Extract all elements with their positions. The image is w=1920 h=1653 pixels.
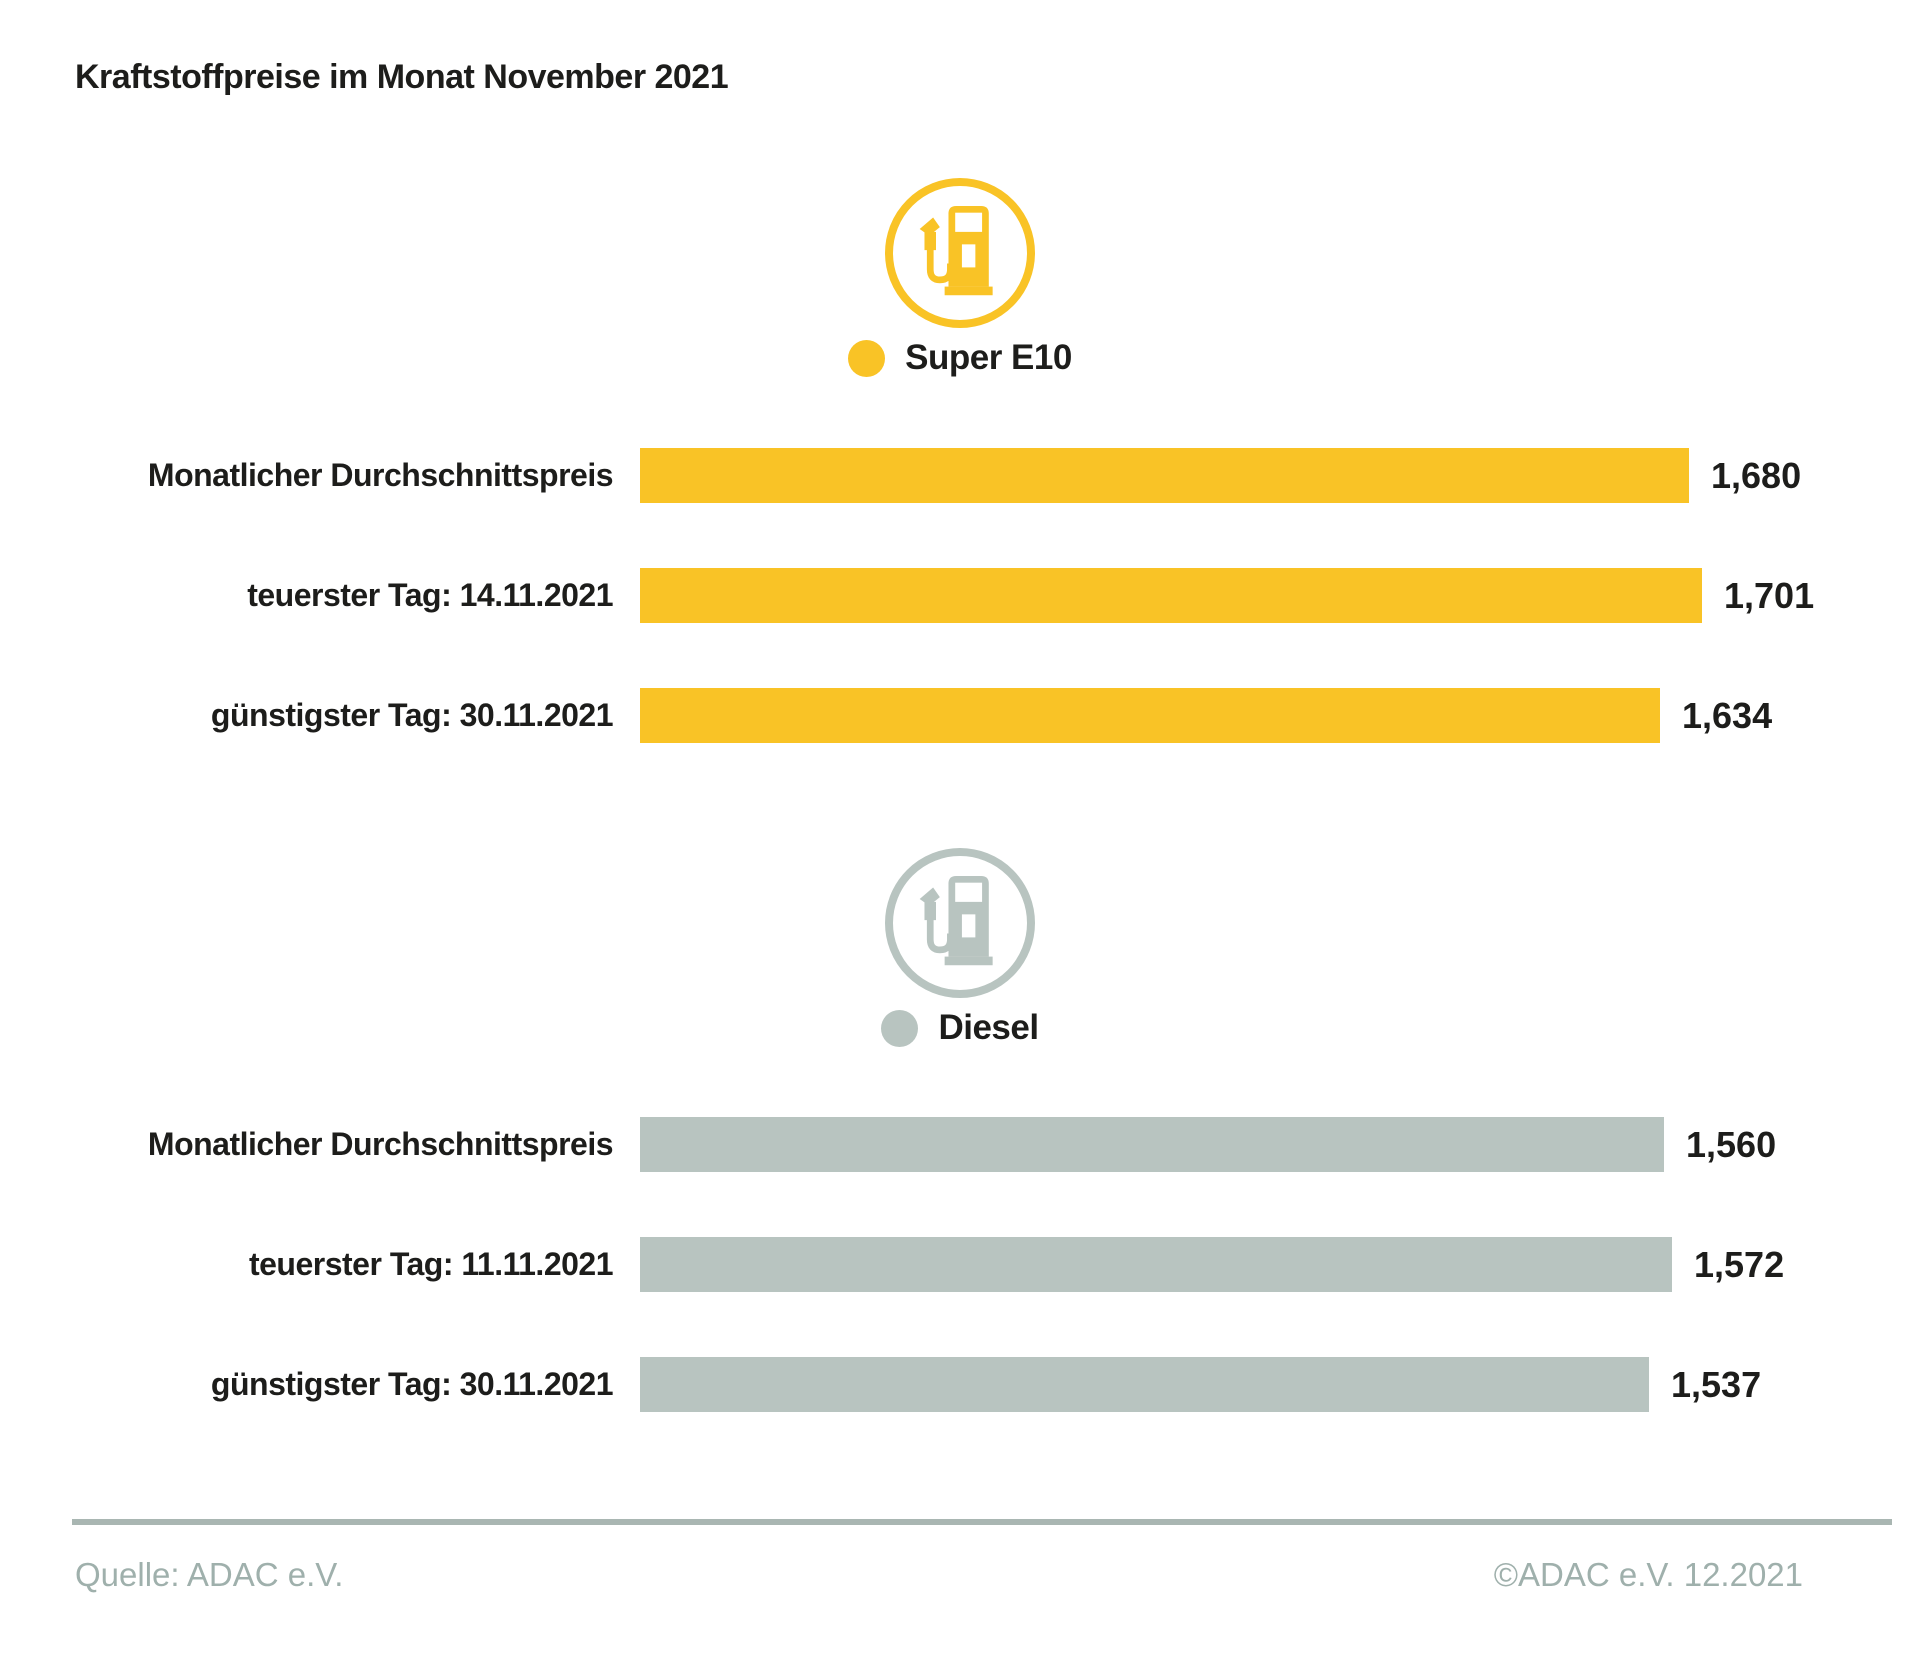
bar xyxy=(640,1117,1664,1172)
diesel-header: Diesel xyxy=(0,848,1920,1048)
bar xyxy=(640,1237,1672,1292)
bar-category-label: teuerster Tag: 14.11.2021 xyxy=(247,577,613,613)
legend: Super E10 xyxy=(848,338,1072,378)
source-note: Quelle: ADAC e.V. xyxy=(75,1556,344,1593)
bar-row: Monatlicher Durchschnittspreis 1,680 xyxy=(75,448,1920,503)
super-e10-header: Super E10 xyxy=(0,178,1920,378)
copyright-note: ©ADAC e.V. 12.2021 xyxy=(1493,1556,1803,1593)
footer-divider xyxy=(72,1519,1892,1525)
diesel-bars: Monatlicher Durchschnittspreis 1,560 teuer… xyxy=(75,1117,1920,1477)
fuel-pump-icon xyxy=(919,875,993,966)
bar-category-label: günstigster Tag: 30.11.2021 xyxy=(210,1366,614,1402)
fuel-pump-icon xyxy=(885,178,1035,328)
legend-label: Super E10 xyxy=(905,338,1072,377)
page-title: Kraftstoffpreise im Monat November 2021 xyxy=(75,58,729,96)
bar-value-label: 1,701 xyxy=(1724,574,1815,616)
bar-value-label: 1,680 xyxy=(1711,454,1802,496)
bar-value-label: 1,560 xyxy=(1686,1123,1777,1165)
bar-row: günstigster Tag: 30.11.2021 1,537 xyxy=(75,1357,1920,1412)
bar-value-label: 1,634 xyxy=(1682,694,1773,736)
bar-row: teuerster Tag: 14.11.2021 1,701 xyxy=(75,568,1920,623)
bar xyxy=(640,688,1660,743)
bar xyxy=(640,1357,1649,1412)
bar-row: günstigster Tag: 30.11.2021 1,634 xyxy=(75,688,1920,743)
super-e10-bars: Monatlicher Durchschnittspreis 1,680 teuer… xyxy=(75,448,1920,808)
bar-category-label: teuerster Tag: 11.11.2021 xyxy=(248,1246,614,1282)
bar-category-label: Monatlicher Durchschnittspreis xyxy=(147,457,614,493)
bar xyxy=(640,448,1689,503)
bar-row: teuerster Tag: 11.11.2021 1,572 xyxy=(75,1237,1920,1292)
legend-dot xyxy=(881,1009,919,1047)
fuel-pump-icon xyxy=(885,848,1035,998)
bar-category-label: Monatlicher Durchschnittspreis xyxy=(147,1126,614,1162)
bar-value-label: 1,537 xyxy=(1671,1363,1762,1405)
legend-dot xyxy=(848,339,886,377)
legend-label: Diesel xyxy=(938,1008,1039,1047)
bar-row: Monatlicher Durchschnittspreis 1,560 xyxy=(75,1117,1920,1172)
bar-category-label: günstigster Tag: 30.11.2021 xyxy=(210,697,614,733)
legend: Diesel xyxy=(881,1008,1039,1048)
bar xyxy=(640,568,1702,623)
bar-value-label: 1,572 xyxy=(1694,1243,1785,1285)
fuel-pump-icon xyxy=(919,205,993,296)
